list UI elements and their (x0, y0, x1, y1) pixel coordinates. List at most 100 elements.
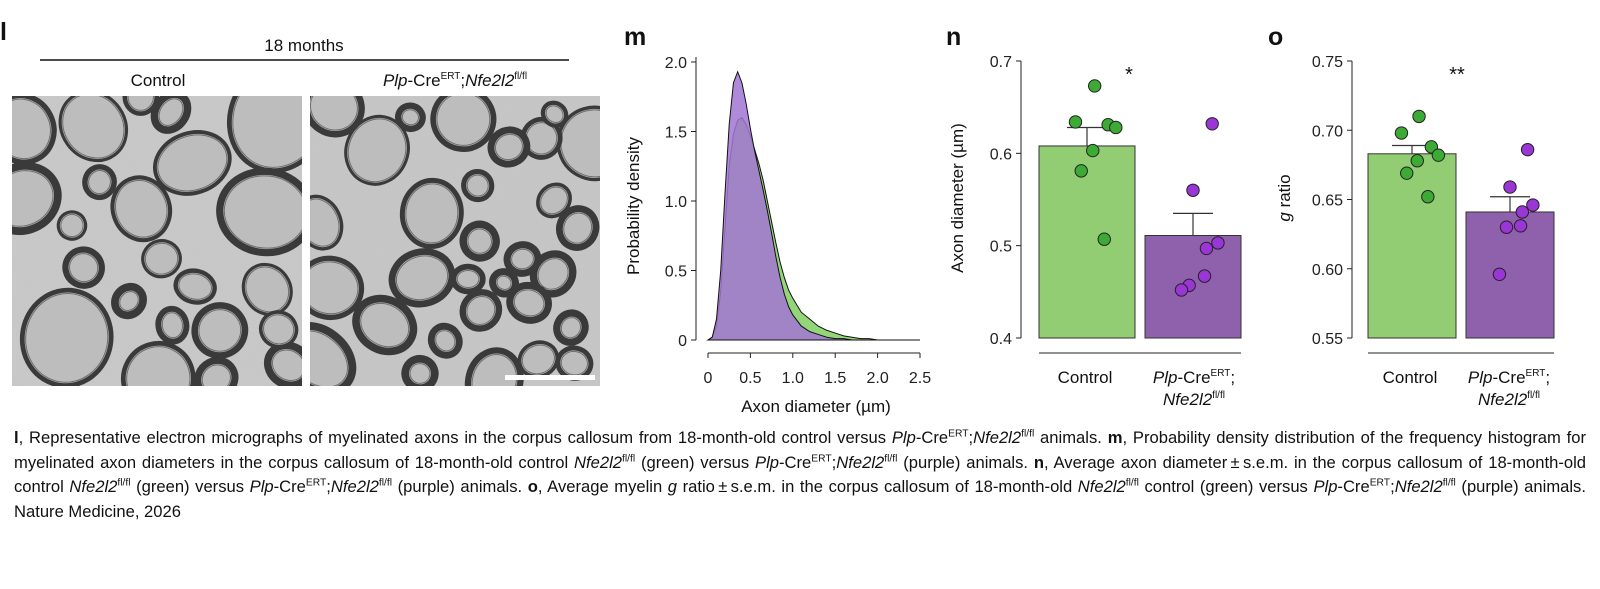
caption-letter-n: n (1033, 452, 1044, 472)
myelinated-axon (556, 105, 600, 182)
density-y-tick-label: 1.0 (665, 194, 687, 211)
axon-inner-membrane (198, 309, 242, 352)
axon-inner-membrane (115, 179, 168, 238)
g-ratio-data-point (1394, 126, 1409, 140)
micrograph-control (12, 96, 302, 386)
axon-inner-membrane (456, 270, 480, 289)
axon-inner-membrane (126, 346, 191, 386)
axon-inner-membrane (545, 105, 564, 123)
myelinated-axon (430, 96, 497, 152)
myelinated-axon (489, 268, 520, 298)
g-ratio-data-point (1515, 205, 1530, 219)
g-ratio-chart: 0.55 0.60 0.65 0.70 0.75 (1312, 54, 1555, 354)
axon-diameter-y-tick-label: 0.6 (990, 146, 1012, 163)
axon-inner-membrane (347, 118, 407, 183)
myelinated-axon (395, 102, 426, 133)
density-x-tick-label: 0.5 (739, 370, 761, 387)
g-ratio-data-point (1412, 109, 1426, 124)
g-ratio-bar-control (1367, 153, 1457, 339)
g-ratio-data-point (1421, 190, 1435, 204)
myelinated-axon (344, 114, 410, 186)
axon-diameter-data-point (1068, 115, 1083, 129)
o-xlabel-knockout-line2: Nfe2l2fl/fl (1478, 390, 1540, 409)
g-ratio-data-point (1431, 148, 1446, 162)
myelinated-axon (555, 205, 600, 251)
figure-caption: l, Representative electron micrographs o… (14, 428, 1586, 521)
myelinated-axon (216, 167, 302, 257)
axon-diameter-significance: * (1125, 64, 1133, 86)
axon-diameter-data-point (1211, 236, 1225, 250)
axon-diameter-y-tick-label: 0.5 (990, 239, 1012, 256)
axon-inner-membrane (263, 314, 295, 345)
axon-inner-membrane (12, 170, 54, 227)
g-ratio-data-point (1492, 267, 1507, 281)
myelinated-axon (173, 268, 217, 305)
myelinated-axon (120, 340, 196, 386)
axon-inner-membrane (144, 242, 179, 275)
axon-inner-membrane (395, 255, 449, 301)
g-ratio-data-point (1499, 220, 1514, 234)
axon-diameter-bar-control (1038, 145, 1136, 339)
myelinated-axon (226, 96, 302, 174)
myelinated-axon (82, 164, 117, 201)
g-ratio-y-axis-label: g ratio (1275, 174, 1294, 221)
micrograph-title-control: Control (131, 71, 186, 90)
myelinated-axon (503, 241, 542, 277)
axon-inner-membrane (467, 228, 492, 254)
o-xlabel-control: Control (1383, 368, 1438, 387)
g-ratio-y-tick-label: 0.75 (1312, 54, 1343, 71)
axon-profiles-control (12, 96, 302, 386)
o-xlabel-knockout-line1: Plp-CreERT; (1468, 368, 1550, 387)
axon-inner-membrane (540, 186, 568, 215)
myelinated-axon (352, 294, 418, 356)
axon-inner-membrane (496, 275, 512, 290)
panel-letter-n: n (946, 23, 961, 51)
density-y-axis-label: Probability density (624, 137, 643, 275)
scale-bar (505, 375, 595, 380)
axon-inner-membrane (310, 330, 348, 386)
myelinated-axon (12, 96, 57, 165)
axon-inner-membrane (310, 198, 340, 247)
g-ratio-y-tick-label: 0.70 (1312, 123, 1343, 140)
axon-inner-membrane (88, 170, 111, 195)
axon-inner-membrane (60, 213, 84, 238)
axon-inner-membrane (271, 349, 302, 382)
axon-diameter-y-tick-label: 0.7 (990, 54, 1012, 71)
density-y-tick-label: 0 (678, 333, 687, 350)
axon-inner-membrane (511, 248, 534, 270)
g-ratio-y-tick-label: 0.55 (1312, 331, 1343, 348)
panel-n: n 0.4 0.5 0.6 0.7 Axon diameter (µm) * Cont… (946, 23, 1242, 409)
axon-inner-membrane (560, 109, 600, 178)
axon-inner-membrane (69, 253, 99, 283)
axon-inner-membrane (401, 109, 420, 126)
axon-inner-membrane (537, 258, 569, 290)
axon-inner-membrane (360, 302, 410, 348)
axon-inner-membrane (466, 296, 496, 325)
panel-letter-l: l (0, 18, 7, 46)
g-ratio-data-point (1410, 154, 1424, 168)
caption-letter-l: l (14, 428, 19, 447)
axon-inner-membrane (161, 312, 183, 339)
density-x-tick-label: 2.0 (866, 370, 888, 387)
myelinated-axon (310, 255, 365, 321)
caption-source: Nature Medicine, 2026 (14, 501, 181, 521)
density-plot: 0 0.5 1.0 1.5 2.0 0 0.5 1.0 1.5 2.0 2.5 (665, 55, 931, 387)
axon-diameter-y-axis-label: Axon diameter (µm) (948, 123, 967, 273)
micrograph-knockout (310, 96, 600, 386)
myelinated-axon (110, 175, 173, 243)
axon-inner-membrane (521, 344, 555, 375)
axon-inner-membrane (223, 175, 302, 249)
myelinated-axon (56, 210, 88, 241)
myelinated-axon (19, 287, 114, 386)
myelinated-axon (536, 182, 572, 219)
axon-diameter-chart: 0.4 0.5 0.6 0.7 (990, 54, 1242, 354)
axon-inner-membrane (409, 363, 431, 384)
axon-inner-membrane (310, 96, 358, 131)
density-y-tick-label: 2.0 (665, 55, 687, 72)
axon-inner-membrane (62, 96, 125, 159)
n-xlabel-control: Control (1058, 368, 1113, 387)
myelinated-axon (310, 96, 365, 138)
myelinated-axon (310, 194, 344, 251)
myelinated-axon (141, 239, 182, 279)
g-ratio-data-point (1520, 142, 1535, 157)
